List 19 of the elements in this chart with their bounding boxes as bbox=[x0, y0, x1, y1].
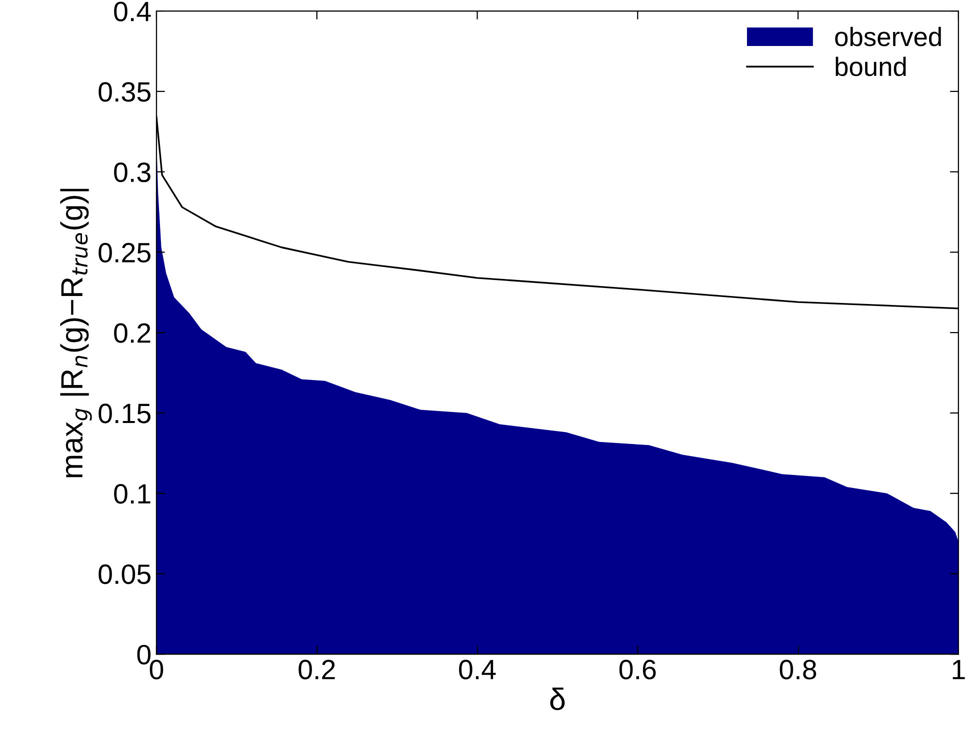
y-tick-label: 0.4 bbox=[114, 2, 151, 22]
y-tick-label: 0.2 bbox=[114, 323, 150, 343]
x-axis-title: δ bbox=[550, 688, 565, 710]
y-axis-title: max$_{g}$ |R$_{n}$(g)−R$_{true}$(g)| bbox=[60, 188, 92, 478]
legend-label: observed bbox=[835, 26, 941, 46]
x-tick-label: 0.4 bbox=[459, 660, 496, 680]
y-tick-label: 0.05 bbox=[98, 564, 150, 584]
legend-label: bound bbox=[836, 56, 906, 76]
y-tick-label: 0.1 bbox=[114, 484, 150, 504]
y-tick-label: 0.35 bbox=[98, 82, 150, 102]
x-tick-label: 0.6 bbox=[619, 660, 656, 680]
x-tick-label: 0 bbox=[150, 660, 164, 680]
x-tick-label: 1 bbox=[952, 660, 965, 680]
y-tick-label: 0 bbox=[137, 644, 151, 664]
y-tick-label: 0.25 bbox=[98, 242, 150, 263]
x-tick-label: 0.2 bbox=[298, 660, 335, 680]
y-tick-label: 0.15 bbox=[98, 404, 150, 424]
y-tick-label: 0.3 bbox=[114, 162, 150, 182]
x-tick-label: 0.8 bbox=[780, 660, 816, 680]
